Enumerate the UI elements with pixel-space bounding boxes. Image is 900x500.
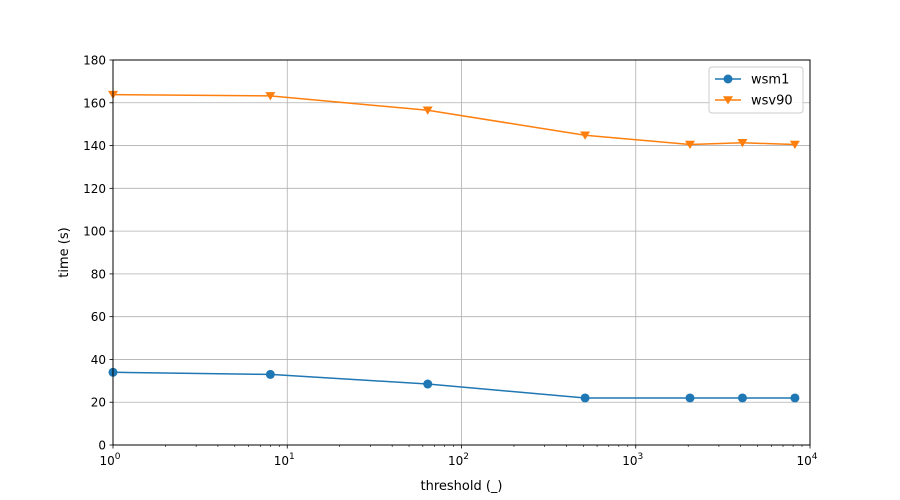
data-point-wsm1 [685, 393, 695, 403]
data-point-wsv90 [789, 140, 800, 149]
legend-marker [723, 74, 733, 84]
y-tick-label: 20 [91, 396, 106, 410]
legend: wsm1 wsv90 [708, 66, 804, 114]
x-tick-exponent: 0 [115, 452, 121, 462]
data-point-wsm1 [737, 393, 747, 403]
data-point-wsm1 [423, 379, 433, 389]
legend-label: wsm1 [751, 73, 789, 88]
x-tick-base: 10 [622, 454, 637, 468]
legend-label: wsv90 [751, 94, 793, 109]
plot-area-frame [112, 59, 811, 446]
x-tick-exponent: 1 [289, 452, 295, 462]
y-tick-label: 0 [98, 439, 106, 453]
data-point-wsm1 [580, 393, 590, 403]
y-tick-label: 60 [91, 310, 106, 324]
y-tick-label: 80 [91, 267, 106, 281]
x-tick-base: 10 [448, 454, 463, 468]
y-tick-label: 120 [83, 182, 106, 196]
data-point-wsv90 [737, 139, 748, 148]
legend-item-wsm1: wsm1 [715, 73, 789, 88]
y-tick-label: 140 [83, 139, 106, 153]
series-wsv90 [108, 90, 800, 149]
x-tick-base: 10 [274, 454, 289, 468]
y-tick-label: 40 [91, 353, 106, 367]
x-tick-base: 10 [99, 454, 114, 468]
y-tick-label: 180 [83, 54, 106, 68]
x-tick-label: 100 [99, 452, 120, 468]
x-tick-exponent: 3 [638, 452, 644, 462]
x-minor-ticks [165, 445, 803, 447]
x-tick-label: 103 [622, 452, 643, 468]
data-point-wsm1 [790, 393, 800, 403]
y-tick-label: 100 [83, 225, 106, 239]
y-axis-label: time (s) [57, 227, 72, 277]
x-tick-label: 104 [796, 452, 817, 468]
series-line-wsv90 [112, 93, 795, 146]
legend-item-wsv90: wsv90 [715, 94, 793, 109]
y-tick-label: 160 [83, 96, 106, 110]
data-point-wsv90 [265, 92, 276, 101]
data-point-wsv90 [580, 131, 591, 140]
series-line-wsm1 [112, 371, 795, 399]
data-point-wsv90 [684, 140, 695, 149]
x-tick-label: 101 [274, 452, 295, 468]
series-lines [108, 90, 800, 403]
x-tick-label: 102 [448, 452, 469, 468]
series-wsm1 [108, 367, 800, 403]
x-tick-base: 10 [796, 454, 811, 468]
x-tick-exponent: 2 [463, 452, 469, 462]
x-tick-exponent: 4 [812, 452, 818, 462]
data-point-wsm1 [265, 369, 275, 379]
legend-marker [723, 96, 733, 105]
data-point-wsv90 [422, 106, 433, 115]
x-axis-label: threshold (_) [421, 479, 503, 494]
